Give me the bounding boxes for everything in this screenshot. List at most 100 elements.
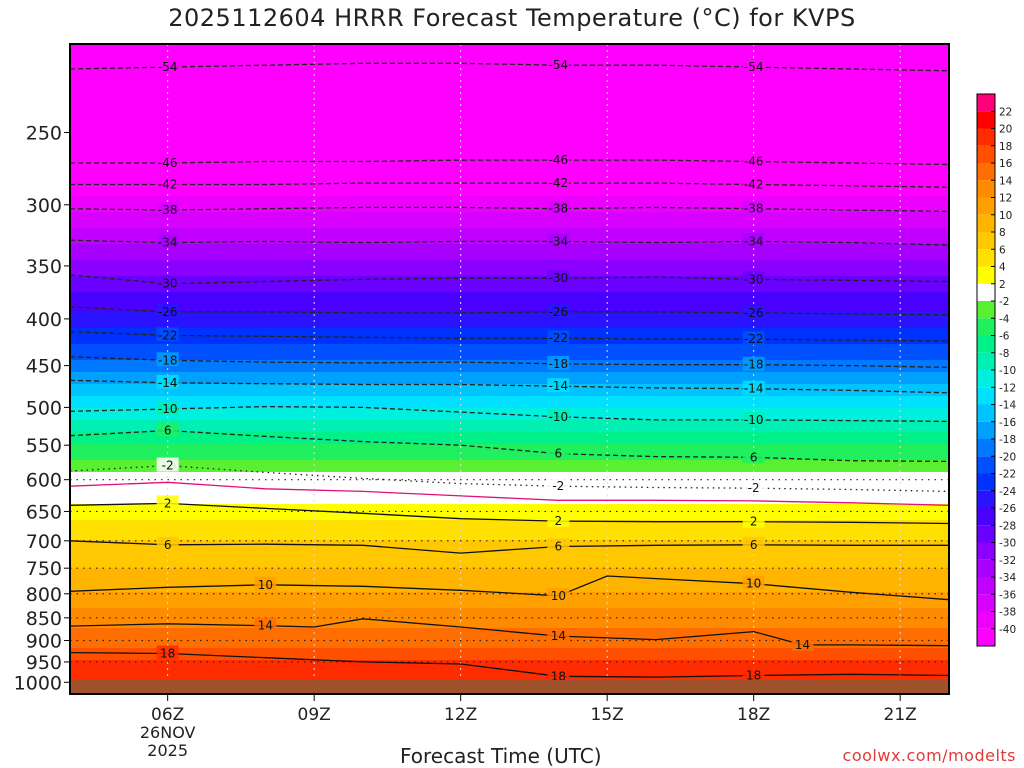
field-band: [70, 408, 949, 412]
field-band: [70, 480, 949, 484]
contour-label: 18: [746, 668, 761, 682]
field-band: [70, 592, 949, 596]
contour-line: [69, 651, 950, 678]
colorbar-label: -6: [999, 331, 1010, 343]
field-band: [70, 392, 949, 396]
contour-label-bg: [156, 400, 179, 415]
field-band: [70, 288, 949, 292]
credit-link[interactable]: coolwx.com/modelts: [842, 746, 1016, 765]
field-band: [70, 492, 949, 496]
temperature-field: [70, 44, 949, 680]
colorbar-swatch: [977, 594, 995, 612]
field-band: [70, 412, 949, 416]
field-band: [70, 284, 949, 288]
y-tick-label: 350: [26, 256, 62, 278]
field-band: [70, 500, 949, 504]
contour-label-bg: [742, 153, 765, 168]
ground-fill: [70, 680, 949, 694]
contour-label-bg: [156, 303, 179, 318]
contour-label: -10: [549, 410, 569, 424]
field-band: [70, 72, 949, 76]
contour-label-bg: [742, 271, 765, 286]
plot-border: [69, 43, 950, 695]
field-band: [70, 516, 949, 520]
contour-label: 2: [164, 496, 172, 510]
field-band: [70, 88, 949, 92]
field-band: [70, 628, 949, 632]
field-band: [70, 172, 949, 176]
field-band: [70, 564, 949, 568]
field-band: [70, 632, 949, 636]
colorbar-label: 6: [999, 244, 1006, 256]
field-band: [70, 588, 949, 592]
field-band: [70, 440, 949, 444]
field-band: [70, 60, 949, 64]
colorbar-label: -34: [999, 572, 1016, 584]
contour-label: -30: [158, 277, 178, 291]
contour-line: [69, 330, 950, 342]
field-band: [70, 140, 949, 144]
contour-label-bg: [742, 667, 765, 682]
contour-label-bg: [547, 513, 570, 528]
colorbar-swatch: [977, 94, 995, 112]
x-axis-label: Forecast Time (UTC): [400, 744, 602, 768]
colorbar-swatch: [977, 128, 995, 146]
field-band: [70, 124, 949, 128]
field-band: [70, 120, 949, 124]
contour-label-bg: [547, 408, 570, 423]
colorbar-swatch: [977, 301, 995, 319]
field-band: [70, 476, 949, 480]
contour-label: -10: [744, 413, 764, 427]
field-band: [70, 332, 949, 336]
field-band: [70, 580, 949, 584]
contour-label: -18: [158, 353, 178, 367]
x-tick-label: 21Z: [884, 705, 917, 725]
field-band: [70, 308, 949, 312]
colorbar-swatch: [977, 577, 995, 595]
contour-label: -46: [549, 153, 569, 167]
field-band: [70, 64, 949, 68]
contour-line: [69, 540, 949, 554]
field-band: [70, 328, 949, 332]
colorbar-swatch: [977, 508, 995, 526]
field-band: [70, 316, 949, 320]
field-band: [70, 180, 949, 184]
x-date-label: 2025: [147, 741, 188, 760]
colorbar-label: -38: [999, 607, 1016, 619]
field-band: [70, 536, 949, 540]
contour-label-bg: [156, 176, 179, 191]
field-band: [70, 156, 949, 160]
contour-label: -22: [549, 331, 569, 345]
field-band: [70, 396, 949, 400]
contour-label: 6: [750, 450, 758, 464]
field-band: [70, 652, 949, 656]
field-band: [70, 244, 949, 248]
colorbar: -40-38-36-34-32-30-28-26-24-22-20-18-16-…: [976, 93, 1016, 647]
contour-label-bg: [742, 331, 765, 346]
field-band: [70, 352, 949, 356]
contour-label: 10: [258, 578, 273, 592]
field-band: [70, 612, 949, 616]
y-tick-label: 600: [26, 470, 62, 492]
contour-label-bg: [156, 352, 179, 367]
field-band: [70, 128, 949, 132]
x-tick-label: 06Z: [151, 705, 184, 725]
colorbar-label: 16: [999, 158, 1013, 170]
contour-label-bg: [156, 275, 179, 290]
field-band: [70, 204, 949, 208]
contour-label-bg: [742, 356, 765, 371]
field-band: [70, 400, 949, 404]
contour-label-bg: [156, 495, 179, 510]
field-band: [70, 616, 949, 620]
field-band: [70, 348, 949, 352]
contour-label: -26: [158, 305, 178, 319]
field-band: [70, 464, 949, 468]
field-band: [70, 452, 949, 456]
field-band: [70, 460, 949, 464]
contour-label-bg: [742, 536, 765, 551]
field-band: [70, 104, 949, 108]
field-band: [70, 428, 949, 432]
colorbar-swatch: [977, 559, 995, 577]
contour-label-bg: [547, 538, 570, 553]
contour-label-bg: [547, 587, 570, 602]
